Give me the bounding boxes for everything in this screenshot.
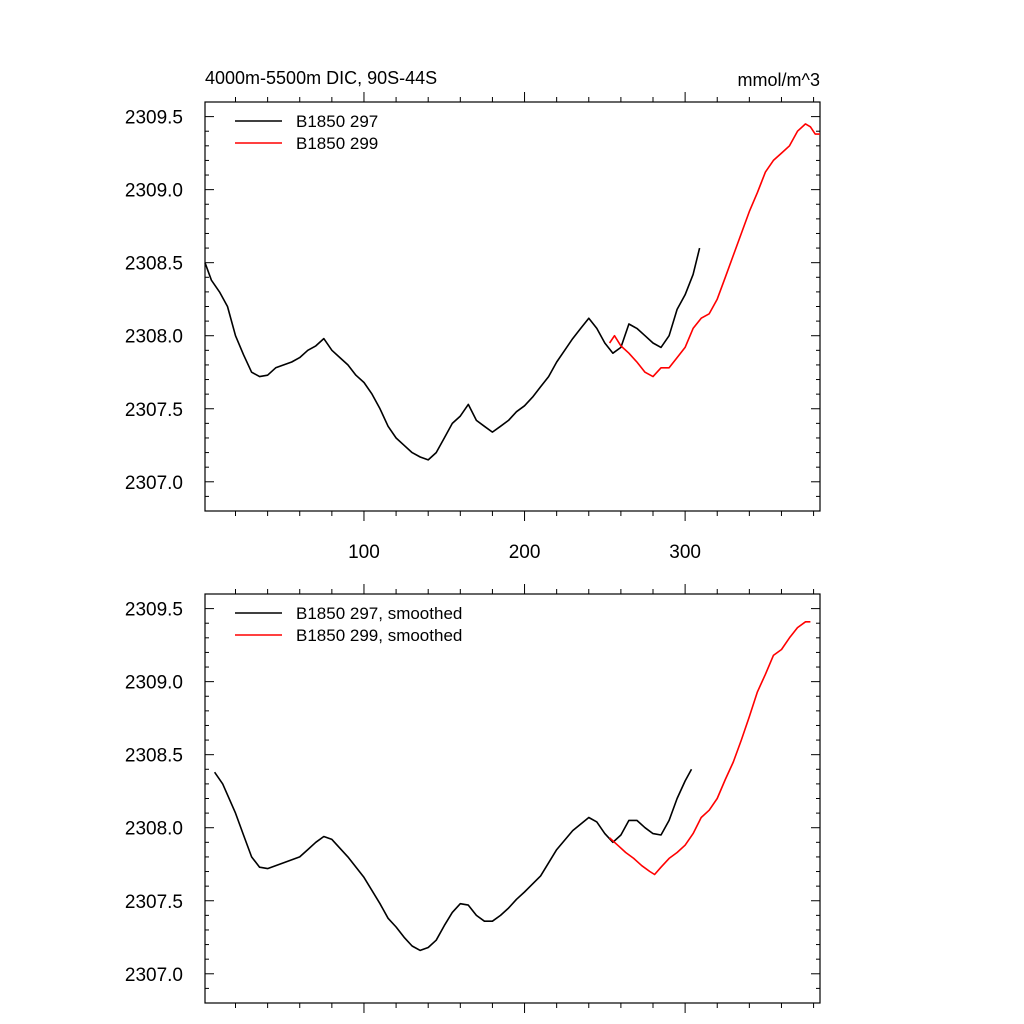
y-tick-label: 2307.0 [125,965,183,986]
legend-label: B1850 297, smoothed [296,604,462,623]
series-line [608,123,820,378]
series-line [609,620,811,876]
y-tick-label: 2307.5 [125,892,183,913]
y-tick-label: 2308.0 [125,327,183,348]
bottom-panel: 2307.0 2307.5 2308.0 2308.5 2309.0 2309.5 B185… [125,584,821,1013]
panel-title: 4000m-5500m DIC, 90S-44S [205,68,437,88]
series-line [204,247,701,461]
legend-label: B1850 299, smoothed [296,626,462,645]
y-tick-label: 2308.0 [125,819,183,840]
plot-frame [204,101,821,512]
y-tick-label: 2309.5 [125,600,183,621]
plot-frame [204,593,821,1004]
y-tick-label: 2309.0 [125,181,183,202]
legend-label: B1850 297 [296,112,378,131]
y-tick-label: 2307.5 [125,400,183,421]
units-label: mmol/m^3 [738,70,820,90]
x-tick-label: 200 [509,542,541,563]
x-tick-label: 300 [669,542,701,563]
series-line [213,768,693,952]
y-tick-label: 2308.5 [125,746,183,767]
y-tick-label: 2307.0 [125,473,183,494]
top-panel: 4000m-5500m DIC, 90S-44S mmol/m^3 2307.0… [125,68,821,563]
x-tick-label: 100 [348,542,380,563]
y-tick-label: 2309.0 [125,673,183,694]
legend-label: B1850 299 [296,134,378,153]
y-tick-label: 2308.5 [125,254,183,275]
y-tick-label: 2309.5 [125,108,183,129]
